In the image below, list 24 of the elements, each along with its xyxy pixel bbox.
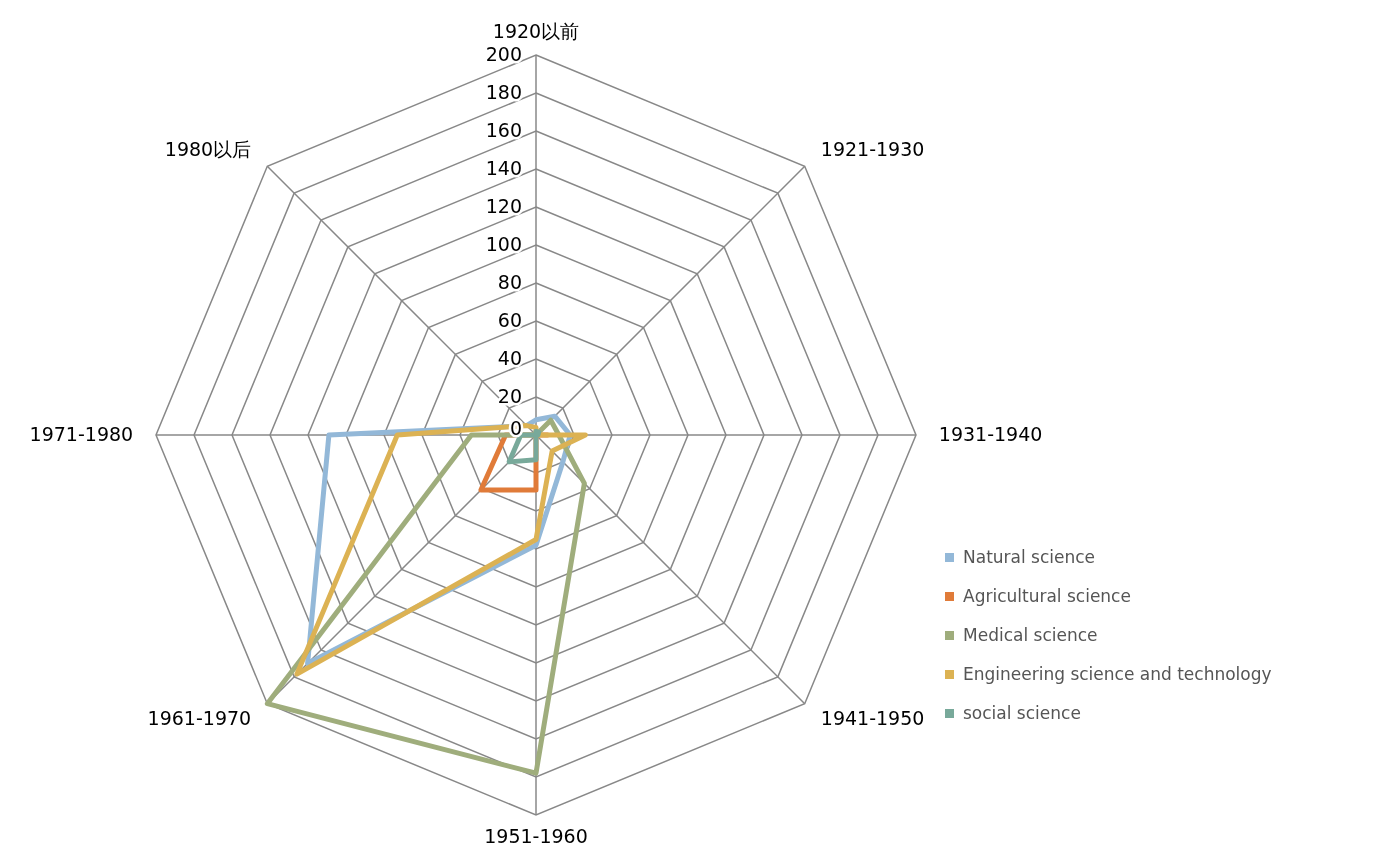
y-tick-label: 60 bbox=[497, 308, 522, 331]
legend-label: Natural science bbox=[963, 547, 1096, 567]
spoke-label: 1921-1930 bbox=[820, 137, 925, 160]
y-tick-label: 40 bbox=[497, 346, 522, 369]
spoke-label: 1941-1950 bbox=[820, 707, 925, 730]
legend-label: Agricultural science bbox=[963, 586, 1131, 606]
y-tick-label: 0 bbox=[509, 416, 522, 439]
legend-label: Engineering science and technology bbox=[963, 664, 1272, 684]
y-tick-label: 80 bbox=[497, 270, 522, 293]
spoke-label: 1931-1940 bbox=[938, 422, 1043, 445]
y-tick-label: 140 bbox=[485, 156, 522, 179]
y-tick-label: 160 bbox=[485, 118, 522, 141]
spoke-label: 1961-1970 bbox=[147, 707, 252, 730]
y-tick-label: 100 bbox=[485, 232, 522, 255]
spoke-label: 1951-1960 bbox=[484, 825, 588, 848]
y-tick-label: 120 bbox=[485, 194, 522, 217]
spoke-label: 1980以后 bbox=[164, 137, 252, 160]
y-tick-label: 180 bbox=[485, 80, 522, 103]
legend-label: Medical science bbox=[963, 625, 1098, 645]
y-tick-label: 20 bbox=[497, 384, 522, 407]
spoke-label: 1971-1980 bbox=[29, 422, 134, 445]
legend-label: social science bbox=[963, 703, 1081, 723]
y-tick-label: 200 bbox=[485, 42, 522, 65]
spoke-label: 1920以前 bbox=[492, 19, 580, 42]
